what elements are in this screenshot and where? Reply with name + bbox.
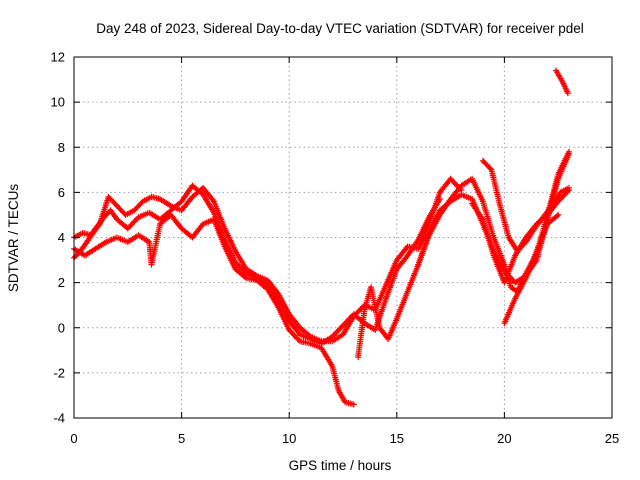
axis-ticks: 0 5 10 15 20 25 -4 -2 0 2 4 6 8 10 12 [51,50,620,447]
point-markers-track-8 [501,211,562,327]
x-axis-label: GPS time / hours [289,458,392,473]
y-tick-label: -2 [53,365,65,380]
y-tick-label: -4 [53,411,65,426]
y-tick-label: 2 [58,275,65,290]
series-track-8 [501,211,562,327]
y-tick-label: 10 [51,95,65,110]
point-markers-track-7 [479,157,572,254]
x-tick-label: 25 [605,431,619,446]
y-axis-label: SDTVAR / TECUs [6,184,21,293]
data-points [71,67,572,408]
x-tick-label: 20 [497,431,511,446]
x-tick-label: 5 [178,431,185,446]
x-tick-label: 10 [282,431,296,446]
y-tick-label: 12 [51,50,65,65]
chart-title: Day 248 of 2023, Sidereal Day-to-day VTE… [96,21,583,36]
point-markers-track-9 [553,67,571,97]
y-tick-label: 4 [58,230,65,245]
series-track-9 [553,67,571,97]
y-tick-label: 0 [58,320,65,335]
grid-lines [74,57,612,418]
x-tick-label: 15 [390,431,404,446]
y-tick-label: 8 [58,140,65,155]
y-tick-label: 6 [58,185,65,200]
x-tick-label: 0 [70,431,77,446]
series-track-7 [479,157,572,254]
